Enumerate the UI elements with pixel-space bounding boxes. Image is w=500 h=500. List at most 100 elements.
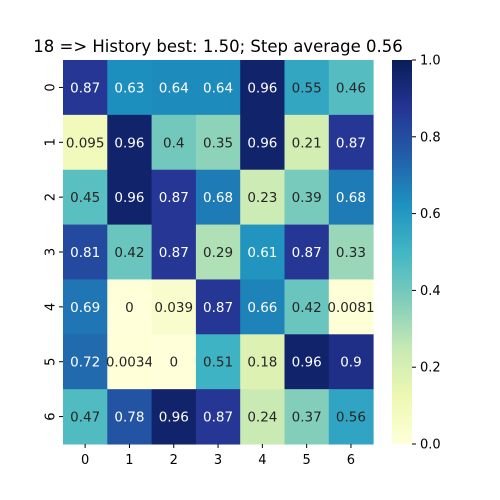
- heatmap-cell-r3-c1: [107, 224, 153, 280]
- heatmap-cell-r6-c0: [63, 389, 108, 445]
- chart-title: 18 => History best: 1.50; Step average 0…: [33, 37, 402, 56]
- heatmap-cell-r6-c1: [107, 389, 153, 445]
- x-tick-label: 0: [81, 453, 89, 468]
- heatmap-cell-r0-c6: [328, 60, 374, 116]
- cell-value-label: 0.72: [70, 355, 100, 371]
- heatmap-cell-r4-c1: [107, 279, 153, 335]
- cell-value-label: 0.51: [203, 355, 233, 371]
- heatmap-cell-r5-c1: [107, 334, 153, 390]
- heatmap-cell-r2-c0: [63, 169, 108, 226]
- cell-value-label: 0.46: [336, 80, 366, 96]
- cell-value-label: 0.81: [70, 245, 100, 261]
- cell-value-label: 0.29: [203, 245, 233, 261]
- x-tick-label: 4: [258, 453, 266, 468]
- heatmap-cell-r2-c6: [328, 169, 374, 226]
- cell-value-label: 0.42: [114, 245, 144, 261]
- heatmap-cell-r6-c4: [240, 389, 285, 445]
- colorbar-tick-label: 0.2: [420, 361, 441, 376]
- colorbar-tick-label: 0.4: [420, 284, 441, 299]
- cell-value-label: 0.68: [336, 190, 366, 206]
- heatmap-cell-r1-c4: [240, 114, 285, 171]
- x-tick-label: 2: [170, 453, 178, 468]
- cell-value-label: 0.69: [70, 300, 100, 316]
- x-tick-label: 6: [347, 453, 355, 468]
- y-axis-ticks: 0 1 2 3 4 5 6: [44, 83, 63, 421]
- cell-value-label: 0.33: [336, 245, 366, 261]
- cell-value-label: 0.96: [159, 410, 189, 426]
- heatmap-cell-r0-c5: [284, 60, 330, 116]
- colorbar-gradient: [392, 60, 412, 444]
- heatmap-cell-r3-c2: [151, 224, 197, 280]
- heatmap-cell-r1-c3: [195, 114, 241, 171]
- cell-value-label: 0.96: [247, 80, 277, 96]
- heatmap-cell-r4-c3: [195, 279, 241, 335]
- heatmap-cell-r5-c5: [284, 334, 330, 390]
- cell-value-label: 0.0034: [106, 355, 153, 371]
- heatmap-cell-r5-c2: [151, 334, 197, 390]
- cell-value-label: 0.42: [292, 300, 322, 316]
- cell-value-label: 0.039: [154, 300, 193, 316]
- cell-value-label: 0.35: [203, 135, 233, 151]
- cell-value-label: 0.56: [336, 410, 366, 426]
- heatmap-cell-r6-c2: [151, 389, 197, 445]
- heatmap-cell-r3-c4: [240, 224, 285, 280]
- heatmap-cells: 0.87 0.63 0.64 0.64 0.96 0.55 0.46 0.095 0.96 0.4…: [63, 60, 375, 445]
- heatmap-cell-r1-c0: [63, 114, 108, 171]
- cell-value-label: 0.0081: [327, 300, 374, 316]
- cell-value-label: 0.87: [159, 190, 189, 206]
- heatmap-cell-r0-c0: [63, 60, 108, 116]
- cell-value-label: 0.37: [292, 410, 322, 426]
- heatmap-cell-r4-c2: [151, 279, 197, 335]
- heatmap-cell-r4-c4: [240, 279, 285, 335]
- cell-value-label: 0.47: [70, 410, 100, 426]
- colorbar-tick-label: 0.6: [420, 207, 441, 222]
- y-tick-label: 6: [44, 412, 59, 420]
- colorbar-tick-label: 0.8: [420, 130, 441, 145]
- heatmap-cell-r3-c6: [328, 224, 374, 280]
- heatmap-cell-r2-c5: [284, 169, 330, 226]
- heatmap-cell-r4-c5: [284, 279, 330, 335]
- x-tick-label: 5: [303, 453, 311, 468]
- cell-value-label: 0.24: [247, 410, 277, 426]
- heatmap-cell-r5-c0: [63, 334, 108, 390]
- cell-value-label: 0.18: [247, 355, 277, 371]
- heatmap-cell-r0-c2: [151, 60, 197, 116]
- heatmap-cell-r5-c6: [328, 334, 374, 390]
- heatmap-cell-r1-c1: [107, 114, 153, 171]
- cell-value-label: 0.68: [203, 190, 233, 206]
- cell-value-label: 0.78: [114, 410, 144, 426]
- cell-value-label: 0.9: [340, 355, 361, 371]
- heatmap-cell-r0-c1: [107, 60, 153, 116]
- y-tick-label: 5: [44, 358, 59, 366]
- colorbar-tick-label: 1.0: [420, 54, 441, 69]
- heatmap-cell-r2-c2: [151, 169, 197, 226]
- cell-value-label: 0: [169, 355, 178, 371]
- heatmap-cell-r5-c4: [240, 334, 285, 390]
- cell-value-label: 0.87: [159, 245, 189, 261]
- heatmap-cell-r1-c2: [151, 114, 197, 171]
- cell-value-label: 0.64: [203, 80, 233, 96]
- cell-value-label: 0.87: [203, 300, 233, 316]
- cell-value-label: 0.61: [247, 245, 277, 261]
- cell-value-label: 0.96: [247, 135, 277, 151]
- cell-value-label: 0.64: [159, 80, 189, 96]
- cell-value-label: 0.87: [292, 245, 322, 261]
- colorbar: 0.0 0.2 0.4 0.6 0.8 1.0: [392, 54, 441, 453]
- cell-value-label: 0.96: [114, 190, 144, 206]
- y-tick-label: 2: [44, 193, 59, 201]
- heatmap-cell-r3-c3: [195, 224, 241, 280]
- cell-value-label: 0.39: [292, 190, 322, 206]
- heatmap-cell-r3-c5: [284, 224, 330, 280]
- heatmap-cell-r1-c6: [328, 114, 374, 171]
- cell-value-label: 0: [125, 300, 134, 316]
- cell-value-label: 0.87: [336, 135, 366, 151]
- cell-value-label: 0.23: [247, 190, 277, 206]
- x-axis-ticks: 0 1 2 3 4 5 6: [81, 444, 355, 468]
- x-tick-label: 3: [214, 453, 222, 468]
- heatmap-cell-r5-c3: [195, 334, 241, 390]
- heatmap-cell-r3-c0: [63, 224, 108, 280]
- heatmap-cell-r2-c3: [195, 169, 241, 226]
- cell-value-label: 0.87: [70, 80, 100, 96]
- heatmap-cell-r0-c4: [240, 60, 285, 116]
